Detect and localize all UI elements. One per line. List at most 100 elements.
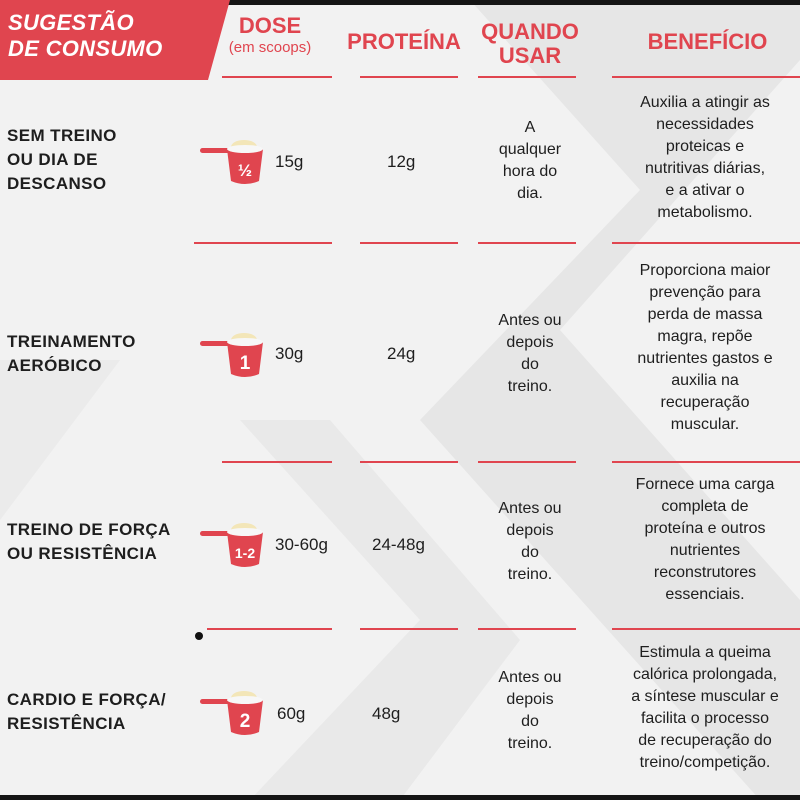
- header-when: QUANDO USAR: [475, 20, 585, 68]
- row-3-protein: 24-48g: [372, 535, 425, 554]
- row-divider-when: [478, 242, 576, 244]
- row-divider-dose: [207, 628, 332, 630]
- row-divider-protein: [360, 242, 458, 244]
- row-2-benefit-line: prevenção para: [649, 284, 761, 301]
- row-2-when-line: do: [521, 356, 539, 373]
- row-divider-when: [478, 628, 576, 630]
- row-4-label-line: CARDIO E FORÇA/: [7, 690, 166, 709]
- title-banner: [0, 0, 230, 80]
- row-2-benefit-line: Proporciona maior: [639, 262, 771, 279]
- row-2-dose: 30g: [275, 344, 304, 363]
- row-4-when-line: treino.: [507, 735, 553, 752]
- header-divider-dose: [222, 76, 332, 78]
- row-4-label: CARDIO E FORÇA/ RESISTÊNCIA: [7, 688, 192, 736]
- row-4-benefit-line: a síntese muscular e: [631, 688, 779, 705]
- row-2-when-line: treino.: [507, 378, 553, 395]
- title-banner-text: SUGESTÃO DE CONSUMO: [8, 10, 208, 62]
- row-2-benefit-line: recuperação: [660, 394, 750, 411]
- row-1-label-line: OU DIA DE: [7, 150, 98, 169]
- row-divider-dose: [194, 242, 332, 244]
- row-2-benefit-line: muscular.: [670, 416, 740, 433]
- title-line-2: DE CONSUMO: [8, 36, 163, 61]
- header-divider-protein: [360, 76, 458, 78]
- row-2-when: Antes ou depois do treino.: [470, 310, 590, 398]
- row-1-benefit-line: necessidades: [656, 116, 754, 133]
- row-1-benefit-line: metabolismo.: [657, 204, 753, 221]
- row-2-benefit: Proporciona maior prevenção para perda d…: [610, 260, 800, 436]
- row-2-label: TREINAMENTO AERÓBICO: [7, 330, 192, 378]
- row-1-dose: 15g: [275, 152, 304, 171]
- row-1-label-line: DESCANSO: [7, 174, 107, 193]
- row-3-label-line: TREINO DE FORÇA: [7, 520, 171, 539]
- bullet-dot: [195, 632, 203, 640]
- row-2-benefit-line: perda de massa: [647, 306, 763, 323]
- scoop-two-number: 2: [240, 711, 251, 732]
- row-4-label-line: RESISTÊNCIA: [7, 714, 126, 733]
- row-2-label-line: TREINAMENTO: [7, 332, 136, 351]
- row-4-benefit-line: treino/competição.: [639, 754, 771, 771]
- bottom-frame-border: [0, 795, 800, 800]
- row-3-when-line: do: [521, 544, 539, 561]
- scoop-one-two-icon: 1-2: [200, 523, 263, 567]
- header-protein: PROTEÍNA: [347, 29, 461, 54]
- row-divider-when: [478, 461, 576, 463]
- row-3-benefit-line: nutrientes: [669, 542, 741, 559]
- row-3-benefit: Fornece uma carga completa de proteína e…: [610, 474, 800, 606]
- title-line-1: SUGESTÃO: [8, 10, 134, 35]
- header-divider-benefit: [612, 76, 800, 78]
- scoop-one-icon: 1: [200, 333, 263, 377]
- row-3-benefit-line: completa de: [661, 498, 749, 515]
- scoop-two-icon: 2: [200, 691, 263, 735]
- row-3-label-line: OU RESISTÊNCIA: [7, 544, 158, 563]
- scoop-half-number: ½: [238, 161, 252, 180]
- row-3-benefit-line: reconstrutores: [653, 564, 757, 581]
- row-4-benefit-line: Estimula a queima: [639, 644, 771, 661]
- row-2-when-line: Antes ou: [498, 312, 562, 329]
- header-benefit: BENEFÍCIO: [647, 29, 768, 54]
- top-frame-border: [0, 0, 800, 5]
- row-3-benefit-line: essenciais.: [665, 586, 745, 603]
- row-1-benefit-line: Auxilia a atingir as: [640, 94, 770, 111]
- row-1-benefit-line: e a ativar o: [665, 182, 745, 199]
- row-divider-benefit: [612, 628, 800, 630]
- row-4-benefit-line: calórica prolongada,: [632, 666, 778, 683]
- row-divider-protein: [360, 628, 458, 630]
- header-divider-when: [478, 76, 576, 78]
- header-when-line-2: USAR: [498, 43, 562, 68]
- header-dose-sub: (em scoops): [228, 39, 312, 56]
- row-1-benefit-line: nutritivas diárias,: [644, 160, 766, 177]
- row-1-when: A qualquer hora do dia.: [470, 117, 590, 205]
- row-3-when: Antes ou depois do treino.: [470, 498, 590, 586]
- row-4-benefit-line: facilita o processo: [640, 710, 770, 727]
- row-4-benefit-line: de recuperação do: [638, 732, 772, 749]
- row-4-benefit: Estimula a queima calórica prolongada, a…: [610, 642, 800, 774]
- row-4-when-line: do: [521, 713, 539, 730]
- row-1-when-line: qualquer: [498, 141, 562, 158]
- row-4-when: Antes ou depois do treino.: [470, 667, 590, 755]
- scoop-half-icon: ½: [200, 140, 263, 184]
- row-4-protein: 48g: [372, 704, 401, 723]
- row-2-label-line: AERÓBICO: [7, 356, 102, 375]
- row-4-when-line: depois: [506, 691, 554, 708]
- row-1-benefit-line: proteicas e: [665, 138, 745, 155]
- row-3-when-line: treino.: [507, 566, 553, 583]
- scoop-one-number: 1: [240, 353, 251, 374]
- scoop-one-two-number: 1-2: [235, 545, 255, 561]
- row-divider-benefit: [612, 242, 800, 244]
- row-3-benefit-line: proteína e outros: [644, 520, 766, 537]
- row-1-label: SEM TREINO OU DIA DE DESCANSO: [7, 124, 192, 196]
- row-divider-benefit: [612, 461, 800, 463]
- row-3-when-line: depois: [506, 522, 554, 539]
- row-4-when-line: Antes ou: [498, 669, 562, 686]
- row-1-label-line: SEM TREINO: [7, 126, 117, 145]
- row-3-dose: 30-60g: [275, 535, 328, 554]
- row-2-protein: 24g: [387, 344, 416, 363]
- row-2-benefit-line: auxilia na: [671, 372, 739, 389]
- row-4-dose: 60g: [277, 704, 306, 723]
- row-divider-dose: [222, 461, 332, 463]
- row-1-benefit: Auxilia a atingir as necessidades protei…: [610, 92, 800, 224]
- row-1-when-line: dia.: [517, 185, 543, 202]
- header-when-line-1: QUANDO: [481, 19, 579, 44]
- row-3-label: TREINO DE FORÇA OU RESISTÊNCIA: [7, 518, 192, 566]
